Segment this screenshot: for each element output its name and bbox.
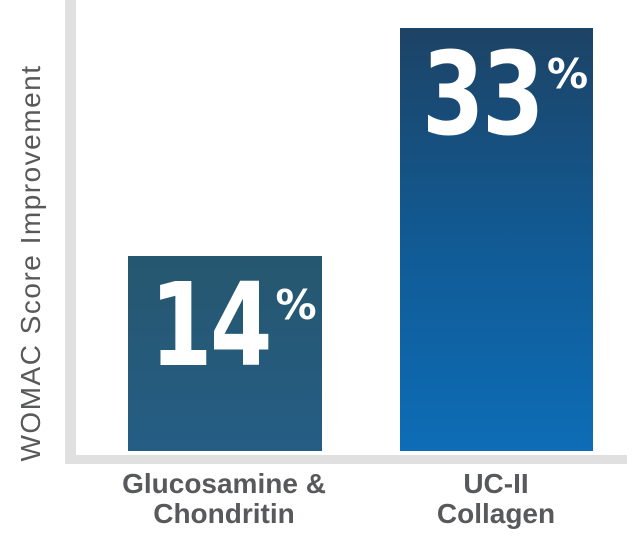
percent-sign: % xyxy=(275,281,317,329)
bar-ucii-collagen: 33 % xyxy=(400,28,593,451)
category-label-glucosamine-chondritin: Glucosamine & Chondritin xyxy=(94,469,354,529)
bar-value-ucii: 33 % xyxy=(400,28,593,162)
category-label-line: Chondritin xyxy=(153,498,295,529)
bar-value-glucosamine: 14 % xyxy=(128,259,322,393)
value-number: 33 xyxy=(421,28,544,162)
percent-sign: % xyxy=(546,50,589,98)
category-label-ucii-collagen: UC-II Collagen xyxy=(386,469,606,529)
category-label-line: Glucosamine & xyxy=(122,468,326,499)
bar-glucosamine-chondritin: 14 % xyxy=(128,256,322,451)
category-label-line: UC-II xyxy=(463,468,529,499)
y-axis-label: WOMAC Score Improvement xyxy=(15,64,46,462)
category-label-line: Collagen xyxy=(436,498,556,529)
y-axis-line xyxy=(65,0,76,464)
value-number: 14 xyxy=(150,259,272,393)
x-axis-line xyxy=(65,455,627,464)
